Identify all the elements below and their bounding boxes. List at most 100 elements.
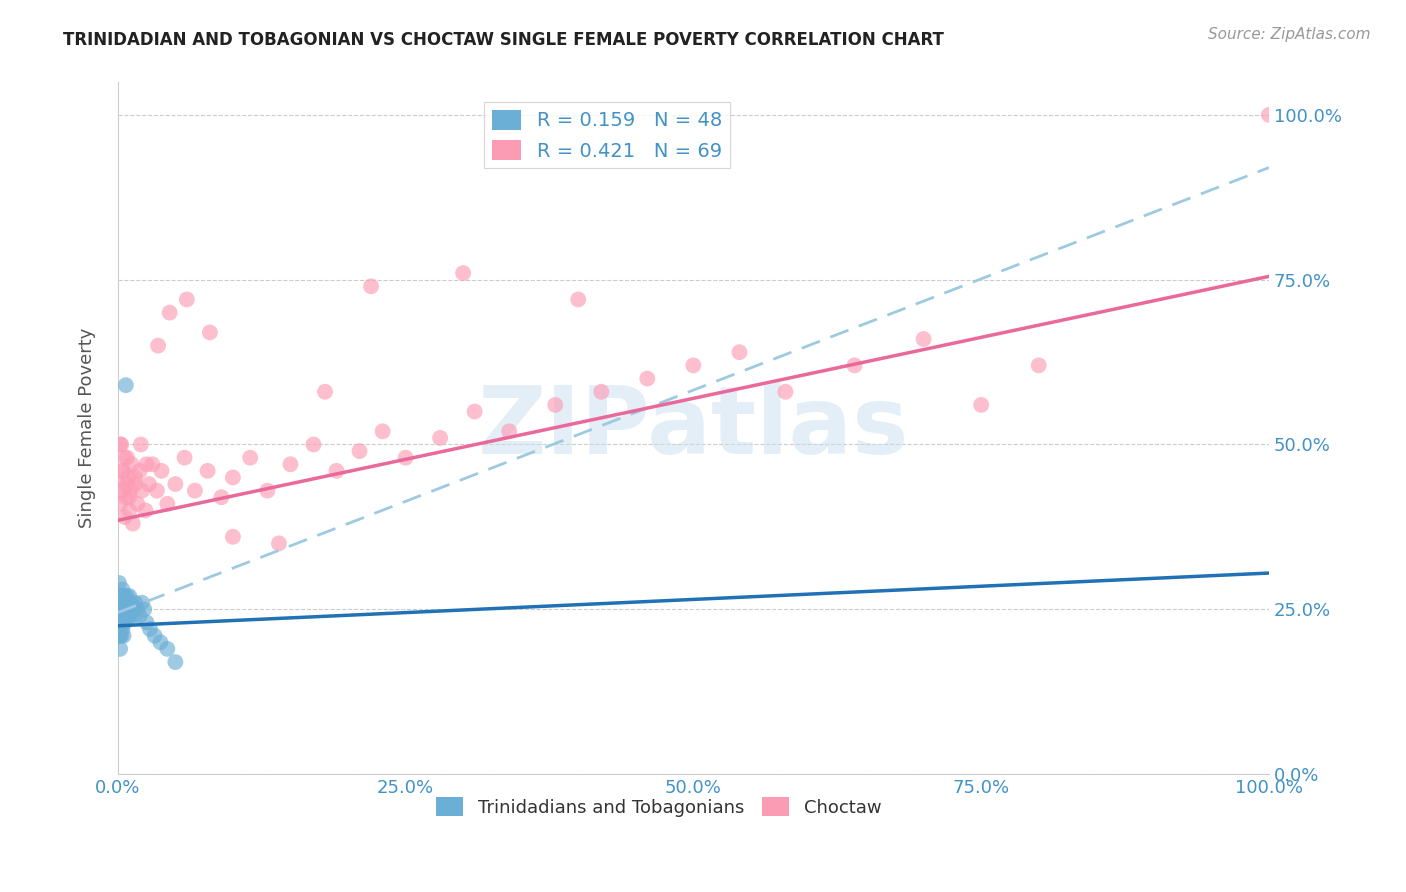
Point — [256, 483, 278, 498]
Point — [111, 483, 134, 498]
Point — [498, 425, 520, 439]
Point — [567, 293, 589, 307]
Point — [108, 615, 131, 630]
Point — [114, 589, 136, 603]
Point — [117, 470, 139, 484]
Point — [267, 536, 290, 550]
Text: ZIPatlas: ZIPatlas — [478, 382, 910, 474]
Point — [117, 608, 139, 623]
Point — [371, 425, 394, 439]
Point — [173, 450, 195, 465]
Point — [115, 477, 138, 491]
Point — [135, 457, 157, 471]
Point — [108, 641, 131, 656]
Point — [110, 602, 132, 616]
Point — [112, 589, 135, 603]
Point — [394, 450, 416, 465]
Point — [129, 437, 152, 451]
Point — [325, 464, 347, 478]
Point — [134, 503, 156, 517]
Point — [184, 483, 207, 498]
Point — [108, 477, 131, 491]
Point — [134, 602, 156, 616]
Point — [591, 384, 613, 399]
Point — [117, 596, 139, 610]
Point — [165, 655, 187, 669]
Point — [108, 589, 131, 603]
Point — [360, 279, 382, 293]
Point — [970, 398, 993, 412]
Point — [912, 332, 935, 346]
Point — [1028, 359, 1050, 373]
Point — [108, 629, 131, 643]
Point — [451, 266, 474, 280]
Point — [115, 608, 138, 623]
Point — [110, 615, 132, 630]
Point — [115, 589, 138, 603]
Point — [112, 615, 135, 630]
Point — [111, 464, 134, 478]
Point — [127, 497, 149, 511]
Point — [314, 384, 336, 399]
Point — [198, 326, 221, 340]
Text: Source: ZipAtlas.com: Source: ZipAtlas.com — [1208, 27, 1371, 42]
Point — [222, 530, 245, 544]
Point — [138, 477, 160, 491]
Point — [108, 629, 131, 643]
Point — [112, 602, 135, 616]
Point — [1258, 108, 1281, 122]
Point — [135, 615, 157, 630]
Point — [118, 490, 141, 504]
Point — [222, 470, 245, 484]
Point — [114, 450, 136, 465]
Point — [141, 457, 163, 471]
Point — [156, 497, 179, 511]
Point — [118, 602, 141, 616]
Point — [121, 602, 143, 616]
Point — [115, 450, 138, 465]
Point — [108, 615, 131, 630]
Point — [156, 641, 179, 656]
Point — [209, 490, 232, 504]
Point — [115, 602, 138, 616]
Point — [108, 576, 131, 591]
Point — [121, 516, 143, 531]
Point — [120, 608, 142, 623]
Point — [728, 345, 751, 359]
Text: TRINIDADIAN AND TOBAGONIAN VS CHOCTAW SINGLE FEMALE POVERTY CORRELATION CHART: TRINIDADIAN AND TOBAGONIAN VS CHOCTAW SI… — [63, 31, 945, 49]
Point — [143, 629, 166, 643]
Point — [121, 596, 143, 610]
Point — [149, 635, 172, 649]
Point — [176, 293, 198, 307]
Point — [108, 437, 131, 451]
Point — [114, 602, 136, 616]
Point — [108, 602, 131, 616]
Point — [115, 596, 138, 610]
Legend: Trinidadians and Tobagonians, Choctaw: Trinidadians and Tobagonians, Choctaw — [429, 790, 889, 824]
Point — [165, 477, 187, 491]
Point — [124, 477, 146, 491]
Point — [118, 589, 141, 603]
Point — [108, 497, 131, 511]
Y-axis label: Single Female Poverty: Single Female Poverty — [79, 328, 96, 528]
Point — [464, 404, 486, 418]
Point — [349, 444, 371, 458]
Point — [131, 483, 153, 498]
Point — [127, 602, 149, 616]
Point — [124, 470, 146, 484]
Point — [682, 359, 704, 373]
Point — [302, 437, 325, 451]
Point — [280, 457, 302, 471]
Point — [110, 437, 132, 451]
Point — [159, 305, 181, 319]
Point — [115, 490, 138, 504]
Point — [844, 359, 866, 373]
Point — [112, 464, 135, 478]
Point — [121, 457, 143, 471]
Point — [139, 622, 162, 636]
Point — [111, 582, 134, 597]
Point — [775, 384, 797, 399]
Point — [111, 596, 134, 610]
Point — [146, 483, 169, 498]
Point — [124, 596, 146, 610]
